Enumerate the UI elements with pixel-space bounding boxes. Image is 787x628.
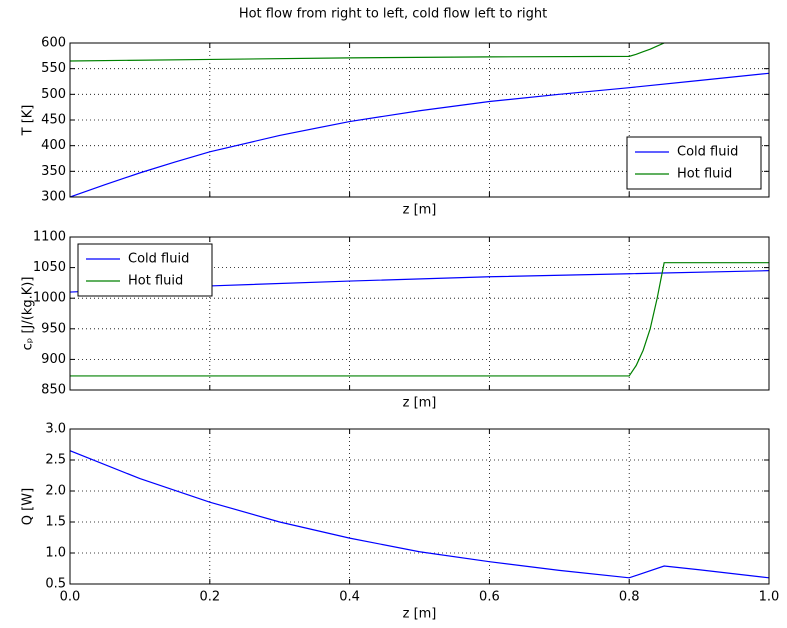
y-axis-label: Q [W] (21, 488, 36, 525)
x-axis-label: z [m] (403, 396, 437, 411)
plot-frame (69, 428, 770, 585)
y-axis-label: cₚ [J/(kg.K)] (21, 277, 36, 351)
y-tick-label: 550 (41, 61, 66, 76)
subplot: 300 350 400 450 500 550 600 z [m] T [K] Cold flui… (21, 36, 770, 218)
legend-box (77, 243, 213, 297)
y-tick-label: 950 (41, 321, 66, 336)
plot-frame (69, 236, 770, 391)
x-tick-label: 0.2 (199, 590, 220, 605)
y-tick-label: 450 (41, 113, 66, 128)
y-tick-label: 3.0 (45, 422, 66, 437)
figure-title: Hot flow from right to left, cold flow l… (239, 7, 547, 22)
data-line (70, 72, 769, 197)
y-tick-label: 600 (41, 36, 66, 51)
data-line (70, 43, 665, 62)
data-line (70, 450, 769, 579)
legend-box (626, 136, 762, 190)
y-axis-label: T [K] (21, 105, 36, 137)
x-tick-label: 1.0 (759, 590, 780, 605)
y-tick-label: 300 (41, 190, 66, 205)
legend-label: Hot fluid (128, 274, 183, 289)
data-line (70, 262, 769, 377)
y-tick-label: 900 (41, 352, 66, 367)
y-tick-label: 850 (41, 383, 66, 398)
y-tick-label: 400 (41, 138, 66, 153)
legend-label: Cold fluid (128, 252, 189, 267)
legend: Cold fluid Hot fluid (626, 136, 762, 190)
x-tick-label: 0.8 (619, 590, 640, 605)
subplot: 0.0 0.2 0.4 0.6 0.8 1.0 0.5 1.0 1.5 2.0 2.5 3.0 z [m… (21, 422, 780, 622)
y-tick-label: 1000 (33, 291, 66, 306)
x-tick-label: 0.4 (339, 590, 360, 605)
x-axis-label: z [m] (403, 607, 437, 622)
x-tick-label: 0.6 (479, 590, 500, 605)
plot-frame (69, 42, 770, 198)
y-tick-label: 500 (41, 87, 66, 102)
y-tick-label: 350 (41, 164, 66, 179)
y-tick-label: 1.5 (45, 515, 66, 530)
legend-label: Cold fluid (677, 145, 738, 160)
y-tick-label: 1.0 (45, 546, 66, 561)
y-tick-label: 1050 (33, 260, 66, 275)
subplot: 850 900 950 1000 1050 1100 z [m] cₚ [J/(kg.K)] C… (21, 230, 770, 411)
legend-label: Hot fluid (677, 167, 732, 182)
legend: Cold fluid Hot fluid (77, 243, 213, 297)
y-tick-label: 2.5 (45, 453, 66, 468)
y-tick-label: 1100 (33, 230, 66, 245)
x-axis-label: z [m] (403, 203, 437, 218)
y-tick-label: 0.5 (45, 577, 66, 592)
y-tick-label: 2.0 (45, 484, 66, 499)
x-tick-label: 0.0 (60, 590, 81, 605)
